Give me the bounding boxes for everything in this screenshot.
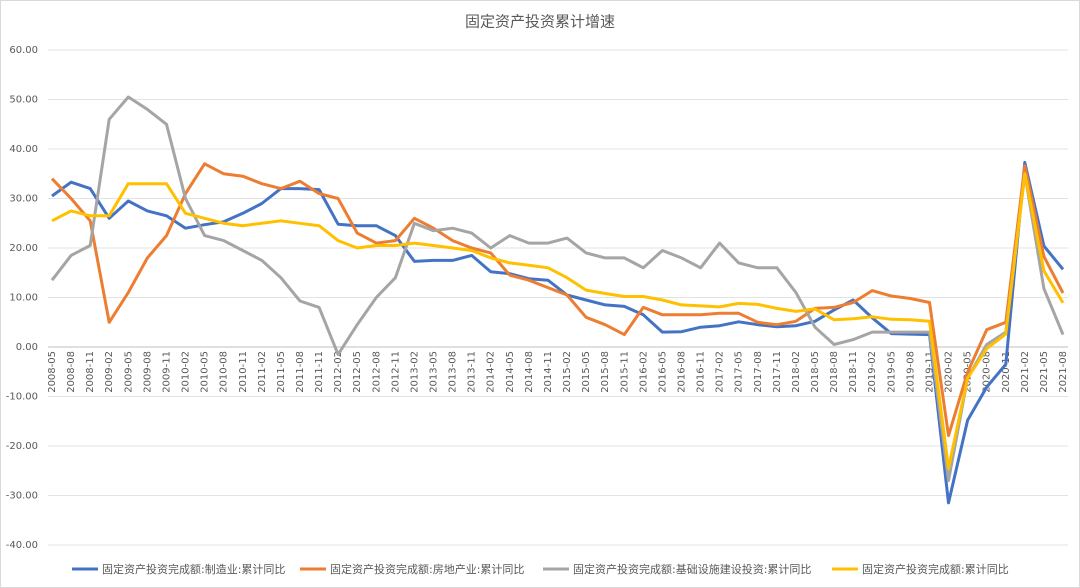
x-tick-label: 2014-02 xyxy=(486,351,497,393)
x-tick-label: 2010-02 xyxy=(181,351,192,393)
x-tick-label: 2019-02 xyxy=(867,351,878,393)
x-tick-label: 2019-05 xyxy=(886,351,897,393)
x-tick-label: 2017-11 xyxy=(772,351,783,393)
x-tick-label: 2010-11 xyxy=(238,351,249,393)
y-tick-label: 20.00 xyxy=(9,243,38,254)
x-tick-label: 2018-11 xyxy=(848,351,859,393)
x-tick-label: 2020-11 xyxy=(1001,351,1012,393)
x-tick-label: 2014-11 xyxy=(543,351,554,393)
y-tick-label: 60.00 xyxy=(9,45,38,56)
x-tick-label: 2015-08 xyxy=(600,351,611,393)
x-tick-label: 2008-08 xyxy=(66,351,77,393)
y-tick-label: 30.00 xyxy=(9,194,38,205)
x-tick-label: 2019-11 xyxy=(924,351,935,393)
x-tick-label: 2014-05 xyxy=(505,351,516,393)
x-tick-label: 2011-08 xyxy=(295,351,306,393)
x-tick-label: 2017-02 xyxy=(715,351,726,393)
x-tick-label: 2009-02 xyxy=(104,351,115,393)
x-tick-label: 2012-11 xyxy=(390,351,401,393)
y-tick-label: 40.00 xyxy=(9,144,38,155)
x-tick-label: 2013-08 xyxy=(448,351,459,393)
x-tick-label: 2018-02 xyxy=(791,351,802,393)
y-tick-label: 10.00 xyxy=(9,293,38,304)
x-tick-label: 2018-08 xyxy=(829,351,840,393)
x-tick-label: 2011-05 xyxy=(276,351,287,393)
x-tick-label: 2013-05 xyxy=(429,351,440,393)
x-tick-label: 2011-02 xyxy=(257,351,268,393)
chart-title: 固定资产投资累计增速 xyxy=(465,13,615,31)
x-tick-label: 2017-08 xyxy=(753,351,764,393)
y-tick-label: -20.00 xyxy=(6,441,38,452)
x-tick-label: 2015-05 xyxy=(581,351,592,393)
x-tick-label: 2017-05 xyxy=(734,351,745,393)
x-tick-label: 2013-02 xyxy=(409,351,420,393)
x-tick-label: 2008-05 xyxy=(47,351,58,393)
x-tick-label: 2016-05 xyxy=(657,351,668,393)
x-tick-label: 2012-02 xyxy=(333,351,344,393)
x-tick-label: 2015-02 xyxy=(562,351,573,393)
x-tick-label: 2018-05 xyxy=(810,351,821,393)
y-tick-label: 50.00 xyxy=(9,95,38,106)
x-tick-label: 2020-08 xyxy=(982,351,993,393)
x-tick-label: 2009-08 xyxy=(142,351,153,393)
x-tick-label: 2008-11 xyxy=(85,351,96,393)
series-line xyxy=(50,95,1065,483)
x-tick-label: 2021-05 xyxy=(1039,351,1050,393)
x-tick-label: 2016-08 xyxy=(676,351,687,393)
x-tick-label: 2013-11 xyxy=(467,351,478,393)
x-tick-label: 2009-05 xyxy=(123,351,134,393)
legend-label: 固定资产投资完成额:累计同比 xyxy=(862,562,1009,576)
x-tick-label: 2010-05 xyxy=(200,351,211,393)
x-tick-label: 2010-08 xyxy=(219,351,230,393)
x-tick-label: 2016-11 xyxy=(696,351,707,393)
x-tick-label: 2019-08 xyxy=(905,351,916,393)
y-tick-label: -30.00 xyxy=(6,491,38,502)
y-tick-label: -40.00 xyxy=(6,540,38,551)
y-tick-label: -10.00 xyxy=(6,392,38,403)
x-tick-label: 2016-02 xyxy=(638,351,649,393)
series-line xyxy=(50,162,1065,438)
x-tick-label: 2011-11 xyxy=(314,351,325,393)
x-tick-label: 2021-02 xyxy=(1020,351,1031,393)
legend-label: 固定资产投资完成额:基础设施建设投资:累计同比 xyxy=(573,562,811,576)
x-tick-label: 2009-11 xyxy=(161,351,172,393)
x-tick-label: 2021-08 xyxy=(1058,351,1069,393)
x-tick-label: 2012-05 xyxy=(352,351,363,393)
series-line xyxy=(51,172,1065,470)
legend-label: 固定资产投资完成额:制造业:累计同比 xyxy=(102,562,285,576)
y-tick-label: 0.00 xyxy=(16,342,38,353)
x-tick-label: 2014-08 xyxy=(524,351,535,393)
x-tick-label: 2015-11 xyxy=(619,351,630,393)
x-tick-label: 2012-08 xyxy=(371,351,382,393)
x-tick-label: 2020-02 xyxy=(944,351,955,393)
legend-label: 固定资产投资完成额:房地产业:累计同比 xyxy=(330,562,524,576)
